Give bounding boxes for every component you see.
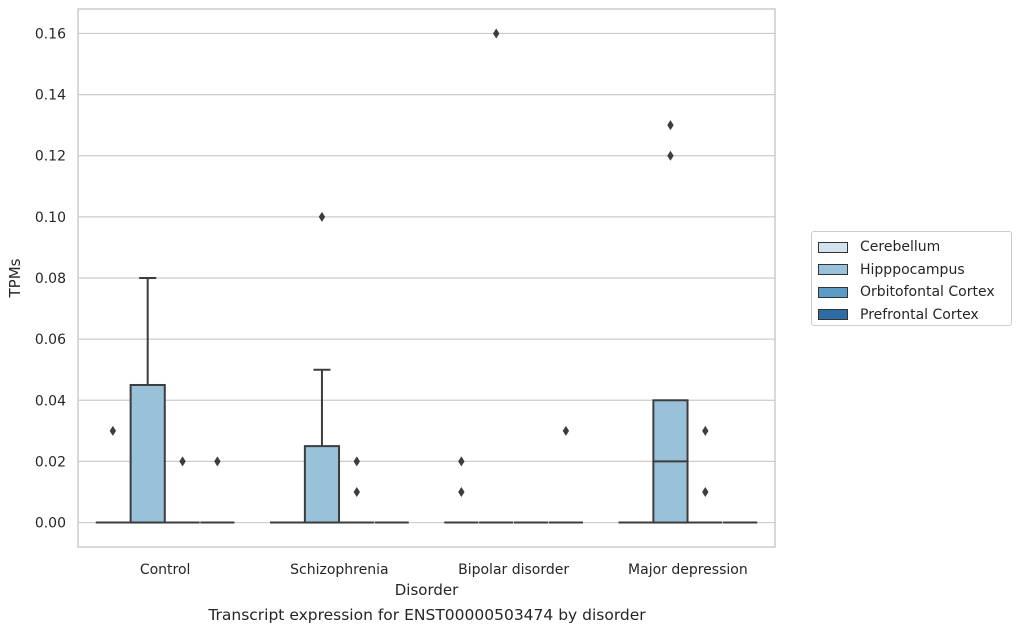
- outlier-point: [214, 456, 221, 467]
- outlier-point: [702, 486, 709, 497]
- y-tick-label: 0.08: [35, 271, 66, 287]
- box-group: [129, 277, 166, 524]
- box-group: [339, 456, 374, 524]
- box: [303, 445, 341, 524]
- y-tick-label: 0.14: [35, 88, 66, 104]
- box-group: [303, 211, 341, 524]
- x-tick-label: Schizophrenia: [290, 562, 388, 578]
- y-tick-labels: 0.00 0.02 0.04 0.06 0.08 0.10 0.12 0.14 0.16: [35, 26, 66, 531]
- gridlines: [78, 32, 775, 524]
- legend: Cerebellum Hipppocampus Orbitofontal Cor…: [811, 231, 1012, 326]
- box-group: [548, 425, 583, 524]
- box-group: [444, 456, 479, 524]
- x-tick-label: Major depression: [628, 562, 748, 578]
- legend-item: Cerebellum: [818, 236, 1011, 259]
- legend-swatch: [818, 264, 848, 276]
- x-tick-labels: Control Schizophrenia Bipolar disorder Majo…: [140, 562, 748, 578]
- outlier-point: [318, 211, 326, 222]
- outlier-point: [667, 150, 674, 161]
- y-tick-label: 0.02: [35, 454, 66, 470]
- legend-label: Hipppocampus: [860, 261, 965, 278]
- plot-area-frame: [77, 8, 776, 548]
- legend-item: Hipppocampus: [818, 259, 1011, 282]
- legend-item: Prefrontal Cortex: [818, 304, 1011, 327]
- box-plot-chart: 0.00 0.02 0.04 0.06 0.08 0.10 0.12 0.14 0.16 Con…: [6, 8, 776, 599]
- y-axis-label: TPMs: [6, 258, 24, 298]
- box-group: [479, 28, 514, 524]
- chart-caption: Transcript expression for ENST0000050347…: [208, 606, 646, 624]
- box: [129, 383, 166, 524]
- box-group: [652, 120, 689, 524]
- outlier-point: [667, 120, 674, 131]
- outlier-point: [493, 28, 500, 39]
- x-axis-label: Disorder: [395, 581, 459, 599]
- box-group: [165, 456, 200, 524]
- legend-label: Prefrontal Cortex: [860, 306, 979, 323]
- box-group: [95, 425, 130, 524]
- legend-label: Orbitofontal Cortex: [860, 284, 995, 301]
- outlier-point: [353, 456, 360, 467]
- legend-swatch: [818, 286, 848, 298]
- y-tick-label: 0.00: [35, 516, 66, 532]
- y-tick-label: 0.06: [35, 332, 66, 348]
- y-tick-label: 0.16: [35, 26, 66, 42]
- box-group: [200, 456, 235, 524]
- outlier-point: [458, 456, 465, 467]
- y-tick-label: 0.12: [35, 149, 66, 165]
- x-tick-label: Control: [140, 562, 191, 578]
- y-tick-label: 0.04: [35, 393, 66, 409]
- legend-swatch: [818, 309, 848, 321]
- outlier-point: [109, 425, 117, 436]
- outlier-point: [458, 486, 465, 497]
- outlier-point: [702, 425, 709, 436]
- box-group: [688, 425, 723, 524]
- box-layer: [95, 28, 758, 524]
- legend-swatch: [818, 241, 848, 253]
- outlier-point: [353, 486, 360, 497]
- legend-label: Cerebellum: [860, 239, 941, 256]
- legend-item: Orbitofontal Cortex: [818, 281, 1011, 304]
- outlier-point: [562, 425, 570, 436]
- outlier-point: [179, 456, 186, 467]
- x-tick-label: Bipolar disorder: [458, 562, 569, 578]
- y-tick-label: 0.10: [35, 210, 66, 226]
